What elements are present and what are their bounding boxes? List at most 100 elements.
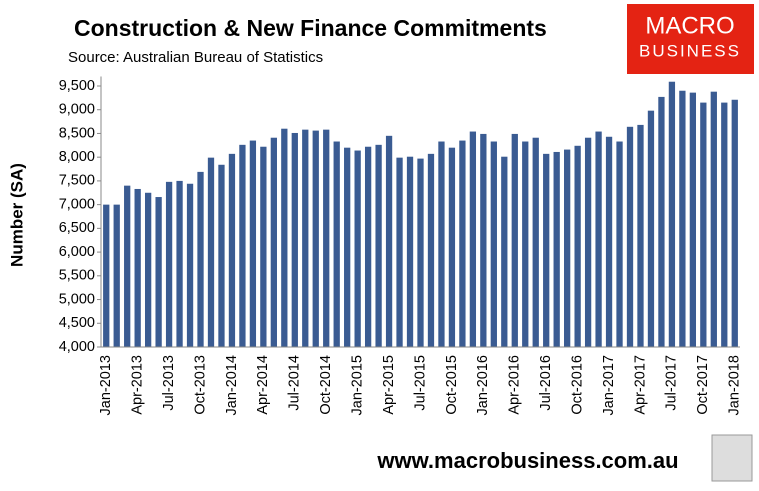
bar: [532, 137, 539, 347]
bar: [406, 156, 414, 347]
bar: [700, 102, 707, 347]
bar: [354, 150, 361, 347]
bar: [480, 133, 487, 347]
bar: [375, 144, 382, 347]
bar: [490, 141, 497, 347]
bar: [501, 156, 508, 347]
bar: [197, 171, 204, 347]
x-tick-label: Jan-2013: [98, 355, 114, 415]
bar: [459, 140, 466, 347]
bar: [155, 197, 162, 347]
x-tick-label: Apr-2015: [381, 355, 397, 415]
bar: [605, 136, 613, 347]
y-tick-label: 6,500: [59, 220, 95, 236]
bar: [228, 153, 236, 347]
y-tick-label: 5,500: [59, 268, 95, 284]
bar: [323, 129, 330, 347]
bar: [584, 137, 592, 347]
bar: [721, 102, 728, 347]
x-tick-label: Jul-2016: [538, 355, 554, 411]
bar: [438, 141, 445, 347]
logo-icon: [711, 434, 753, 482]
x-tick-label: Apr-2013: [129, 355, 145, 415]
bar: [448, 147, 456, 347]
bar: [543, 153, 550, 347]
x-tick-label: Oct-2013: [192, 355, 208, 415]
bar: [270, 137, 277, 347]
bar: [731, 99, 738, 347]
y-tick-label: 5,000: [59, 291, 95, 307]
logo-text: BUSINESS: [639, 41, 741, 60]
bar: [124, 185, 131, 347]
bar: [281, 128, 288, 347]
bar: [103, 204, 110, 347]
x-tick-label: Oct-2014: [318, 355, 334, 415]
bar: [564, 149, 571, 347]
x-tick-label: Jul-2015: [412, 355, 428, 411]
bar: [144, 192, 152, 347]
x-tick-label: Apr-2016: [507, 355, 523, 415]
bar: [291, 132, 298, 347]
bar: [186, 183, 194, 347]
x-tick-label: Jan-2015: [349, 355, 365, 415]
bar: [522, 141, 529, 347]
x-tick-label: Oct-2017: [695, 355, 711, 415]
y-tick-label: 9,000: [59, 102, 95, 118]
bar: [469, 131, 477, 347]
x-tick-label: Oct-2016: [569, 355, 585, 415]
bar: [658, 96, 665, 347]
bar: [218, 164, 225, 347]
bar: [595, 131, 602, 347]
bar: [134, 188, 141, 347]
y-tick-label: 4,000: [59, 339, 95, 355]
y-axis-label: Number (SA): [7, 163, 26, 267]
x-tick-label: Jul-2017: [664, 355, 680, 411]
bar: [679, 90, 686, 347]
bar: [312, 130, 319, 347]
bar: [113, 204, 120, 347]
y-tick-label: 8,500: [59, 125, 95, 141]
bar: [302, 129, 309, 347]
bar: [364, 146, 372, 347]
bar: [417, 158, 424, 347]
x-tick-label: Apr-2017: [632, 355, 648, 415]
bar: [616, 141, 623, 347]
bar: [637, 124, 644, 347]
bar: [207, 157, 215, 347]
x-tick-label: Apr-2014: [255, 355, 271, 415]
x-tick-label: Jan-2018: [727, 355, 743, 415]
x-tick-label: Jul-2013: [161, 355, 177, 411]
bar: [249, 140, 257, 347]
y-tick-label: 7,500: [59, 173, 95, 189]
bar: [668, 81, 676, 347]
x-tick-label: Jan-2017: [601, 355, 617, 415]
bar: [626, 126, 634, 348]
y-tick-label: 7,000: [59, 196, 95, 212]
bar: [239, 144, 246, 347]
y-tick-label: 8,000: [59, 149, 95, 165]
bar: [385, 135, 393, 347]
chart-subtitle: Source: Australian Bureau of Statistics: [68, 49, 323, 66]
bar: [689, 92, 697, 347]
x-tick-label: Jan-2014: [224, 355, 240, 415]
bar: [333, 141, 340, 347]
bar: [511, 133, 518, 347]
bar: [427, 153, 435, 347]
x-tick-label: Jan-2016: [475, 355, 491, 415]
logo-text: MACRO: [645, 12, 734, 39]
chart-title: Construction & New Finance Commitments: [74, 15, 547, 41]
bar: [260, 146, 267, 347]
y-tick-label: 4,500: [59, 315, 95, 331]
bar: [574, 145, 581, 347]
bar: [176, 180, 183, 347]
bar: [647, 110, 655, 347]
y-tick-label: 9,500: [59, 78, 95, 94]
bar: [553, 151, 560, 347]
footer-url: www.macrobusiness.com.au: [376, 448, 678, 473]
x-tick-label: Oct-2015: [444, 355, 460, 415]
bar: [344, 147, 351, 347]
x-tick-label: Jul-2014: [287, 355, 303, 411]
bar: [710, 91, 717, 347]
bar: [396, 157, 403, 347]
